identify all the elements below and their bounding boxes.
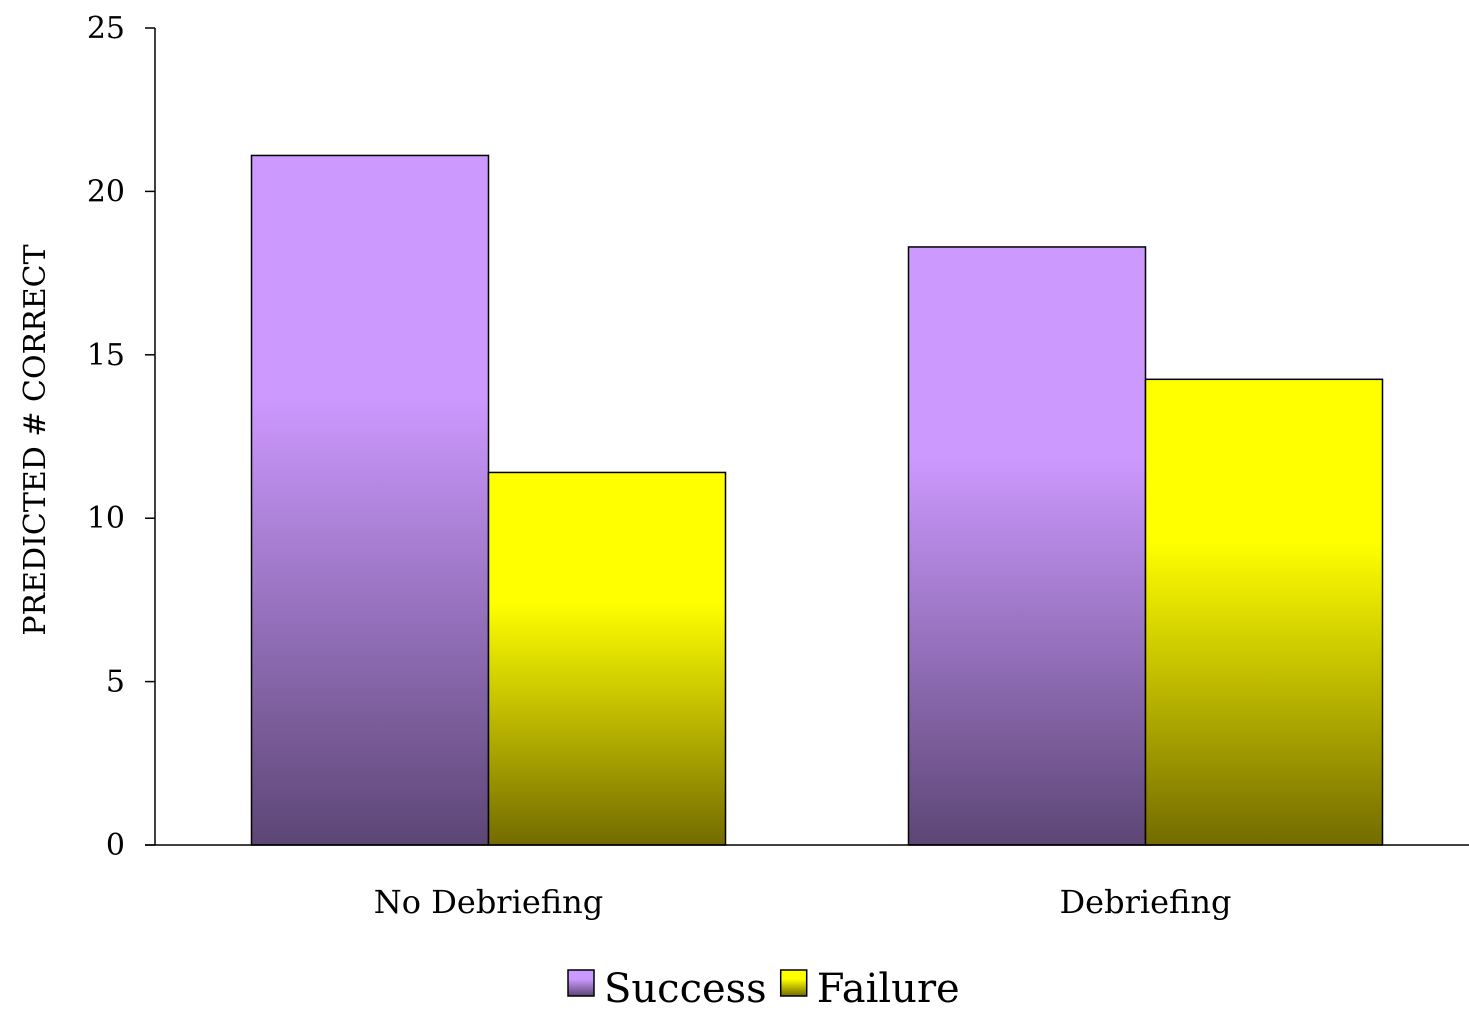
y-tick-label: 10 [87,501,125,536]
y-tick-label: 15 [87,338,125,373]
y-tick-label: 0 [106,828,125,863]
axes-group [145,28,1469,846]
bar-failure-debriefing [1144,378,1384,846]
bar-failure-no-debriefing [487,471,727,846]
legend-swatch-failure [779,969,808,997]
legend: Success Failure [567,966,960,1012]
legend-swatch-success [567,969,595,997]
x-category-label: No Debriefing [374,883,603,921]
y-ticks-group: 0 5 10 15 20 25 [87,11,155,863]
y-tick-label: 20 [87,174,125,209]
legend-label-success: Success [604,966,767,1012]
x-category-labels: No Debriefing Debriefing [374,883,1232,921]
legend-label-failure: Failure [817,966,960,1012]
y-tick-label: 25 [87,11,125,46]
bars-group [250,154,1384,846]
y-tick-label: 5 [106,665,125,700]
bar-success-debriefing [907,246,1147,846]
x-category-label: Debriefing [1060,883,1232,921]
bar-success-no-debriefing [250,154,490,846]
y-axis-title: PREDICTED # CORRECT [18,244,53,635]
